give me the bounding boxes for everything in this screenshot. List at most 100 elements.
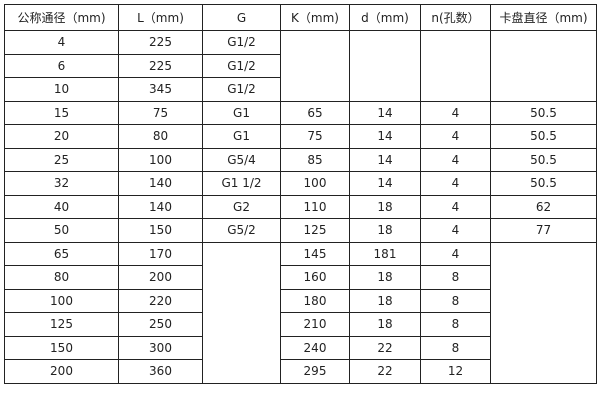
cell-n: 4 [420, 124, 491, 149]
cell-L: 225 [118, 30, 203, 55]
cell-dn: 40 [4, 194, 119, 219]
column-header: 卡盘直径（mm) [490, 4, 597, 31]
column-header: K（mm) [280, 4, 350, 31]
table-row: 20 80 G1 75 14 4 50.5 [4, 124, 597, 149]
cell-d [349, 30, 421, 102]
cell-chuck: 50.5 [490, 147, 597, 172]
table-row: 50 150 G5/2 125 18 4 77 [4, 218, 597, 243]
cell-K: 100 [280, 171, 350, 196]
cell-d: 22 [349, 359, 421, 384]
cell-K: 180 [280, 288, 350, 313]
cell-n: 8 [420, 288, 491, 313]
cell-dn: 25 [4, 147, 119, 172]
cell-d: 14 [349, 100, 421, 125]
cell-dn: 32 [4, 171, 119, 196]
cell-G: G1/2 [202, 53, 281, 78]
cell-dn: 15 [4, 100, 119, 125]
cell-dn: 65 [4, 241, 119, 266]
cell-G: G1 [202, 100, 281, 125]
cell-d: 181 [349, 241, 421, 266]
cell-K: 65 [280, 100, 350, 125]
cell-n: 4 [420, 171, 491, 196]
table-row: 150 300 240 22 8 [4, 335, 597, 360]
cell-chuck: 50.5 [490, 100, 597, 125]
table-row: 80 200 160 18 8 [4, 265, 597, 290]
cell-d: 14 [349, 171, 421, 196]
column-header: L（mm) [118, 4, 203, 31]
cell-L: 360 [118, 359, 203, 384]
cell-L: 100 [118, 147, 203, 172]
cell-G: G5/2 [202, 218, 281, 243]
cell-dn: 50 [4, 218, 119, 243]
cell-L: 345 [118, 77, 203, 102]
cell-n: 8 [420, 312, 491, 337]
cell-d: 18 [349, 194, 421, 219]
cell-G [202, 241, 281, 384]
cell-G: G1/2 [202, 30, 281, 55]
cell-G: G1/2 [202, 77, 281, 102]
cell-L: 220 [118, 288, 203, 313]
cell-dn: 4 [4, 30, 119, 55]
cell-n: 4 [420, 241, 491, 266]
cell-K: 210 [280, 312, 350, 337]
cell-n: 12 [420, 359, 491, 384]
cell-chuck: 62 [490, 194, 597, 219]
table-row: 10 345 G1/2 [4, 77, 597, 102]
cell-K: 240 [280, 335, 350, 360]
cell-dn: 20 [4, 124, 119, 149]
header-row: 公称通径（mm) L（mm) G K（mm) d（mm) n(孔数） 卡盘直径（mm) [4, 4, 597, 31]
cell-d: 18 [349, 218, 421, 243]
cell-K: 145 [280, 241, 350, 266]
cell-K: 295 [280, 359, 350, 384]
cell-d: 18 [349, 288, 421, 313]
cell-n: 8 [420, 335, 491, 360]
cell-L: 200 [118, 265, 203, 290]
cell-n: 4 [420, 147, 491, 172]
cell-K: 85 [280, 147, 350, 172]
column-header: G [202, 4, 281, 31]
table-row: 200 360 295 22 12 [4, 359, 597, 384]
cell-L: 80 [118, 124, 203, 149]
cell-K: 125 [280, 218, 350, 243]
cell-d: 14 [349, 124, 421, 149]
cell-chuck [490, 241, 597, 384]
cell-G: G1 [202, 124, 281, 149]
cell-G: G2 [202, 194, 281, 219]
cell-chuck: 50.5 [490, 124, 597, 149]
table-row: 32 140 G1 1/2 100 14 4 50.5 [4, 171, 597, 196]
cell-L: 170 [118, 241, 203, 266]
cell-K: 110 [280, 194, 350, 219]
cell-L: 300 [118, 335, 203, 360]
cell-dn: 6 [4, 53, 119, 78]
table-row: 100 220 180 18 8 [4, 288, 597, 313]
table-row: 4 225 G1/2 [4, 30, 597, 102]
column-header: 公称通径（mm) [4, 4, 119, 31]
table-row: 6 225 G1/2 [4, 53, 597, 78]
cell-n: 4 [420, 194, 491, 219]
cell-G: G1 1/2 [202, 171, 281, 196]
cell-n [420, 30, 491, 102]
cell-L: 140 [118, 194, 203, 219]
table-row: 15 75 G1 65 14 4 50.5 [4, 100, 597, 125]
column-header: n(孔数） [420, 4, 491, 31]
cell-dn: 80 [4, 265, 119, 290]
cell-d: 22 [349, 335, 421, 360]
table-row: 40 140 G2 110 18 4 62 [4, 194, 597, 219]
cell-K: 75 [280, 124, 350, 149]
cell-L: 250 [118, 312, 203, 337]
cell-dn: 150 [4, 335, 119, 360]
table-row: 125 250 210 18 8 [4, 312, 597, 337]
cell-L: 225 [118, 53, 203, 78]
cell-n: 4 [420, 100, 491, 125]
cell-dn: 200 [4, 359, 119, 384]
cell-n: 8 [420, 265, 491, 290]
cell-L: 75 [118, 100, 203, 125]
cell-chuck: 50.5 [490, 171, 597, 196]
cell-L: 150 [118, 218, 203, 243]
cell-dn: 10 [4, 77, 119, 102]
table-row: 65 170 145 181 4 [4, 241, 597, 384]
cell-K: 160 [280, 265, 350, 290]
cell-d: 18 [349, 312, 421, 337]
table-row: 25 100 G5/4 85 14 4 50.5 [4, 147, 597, 172]
